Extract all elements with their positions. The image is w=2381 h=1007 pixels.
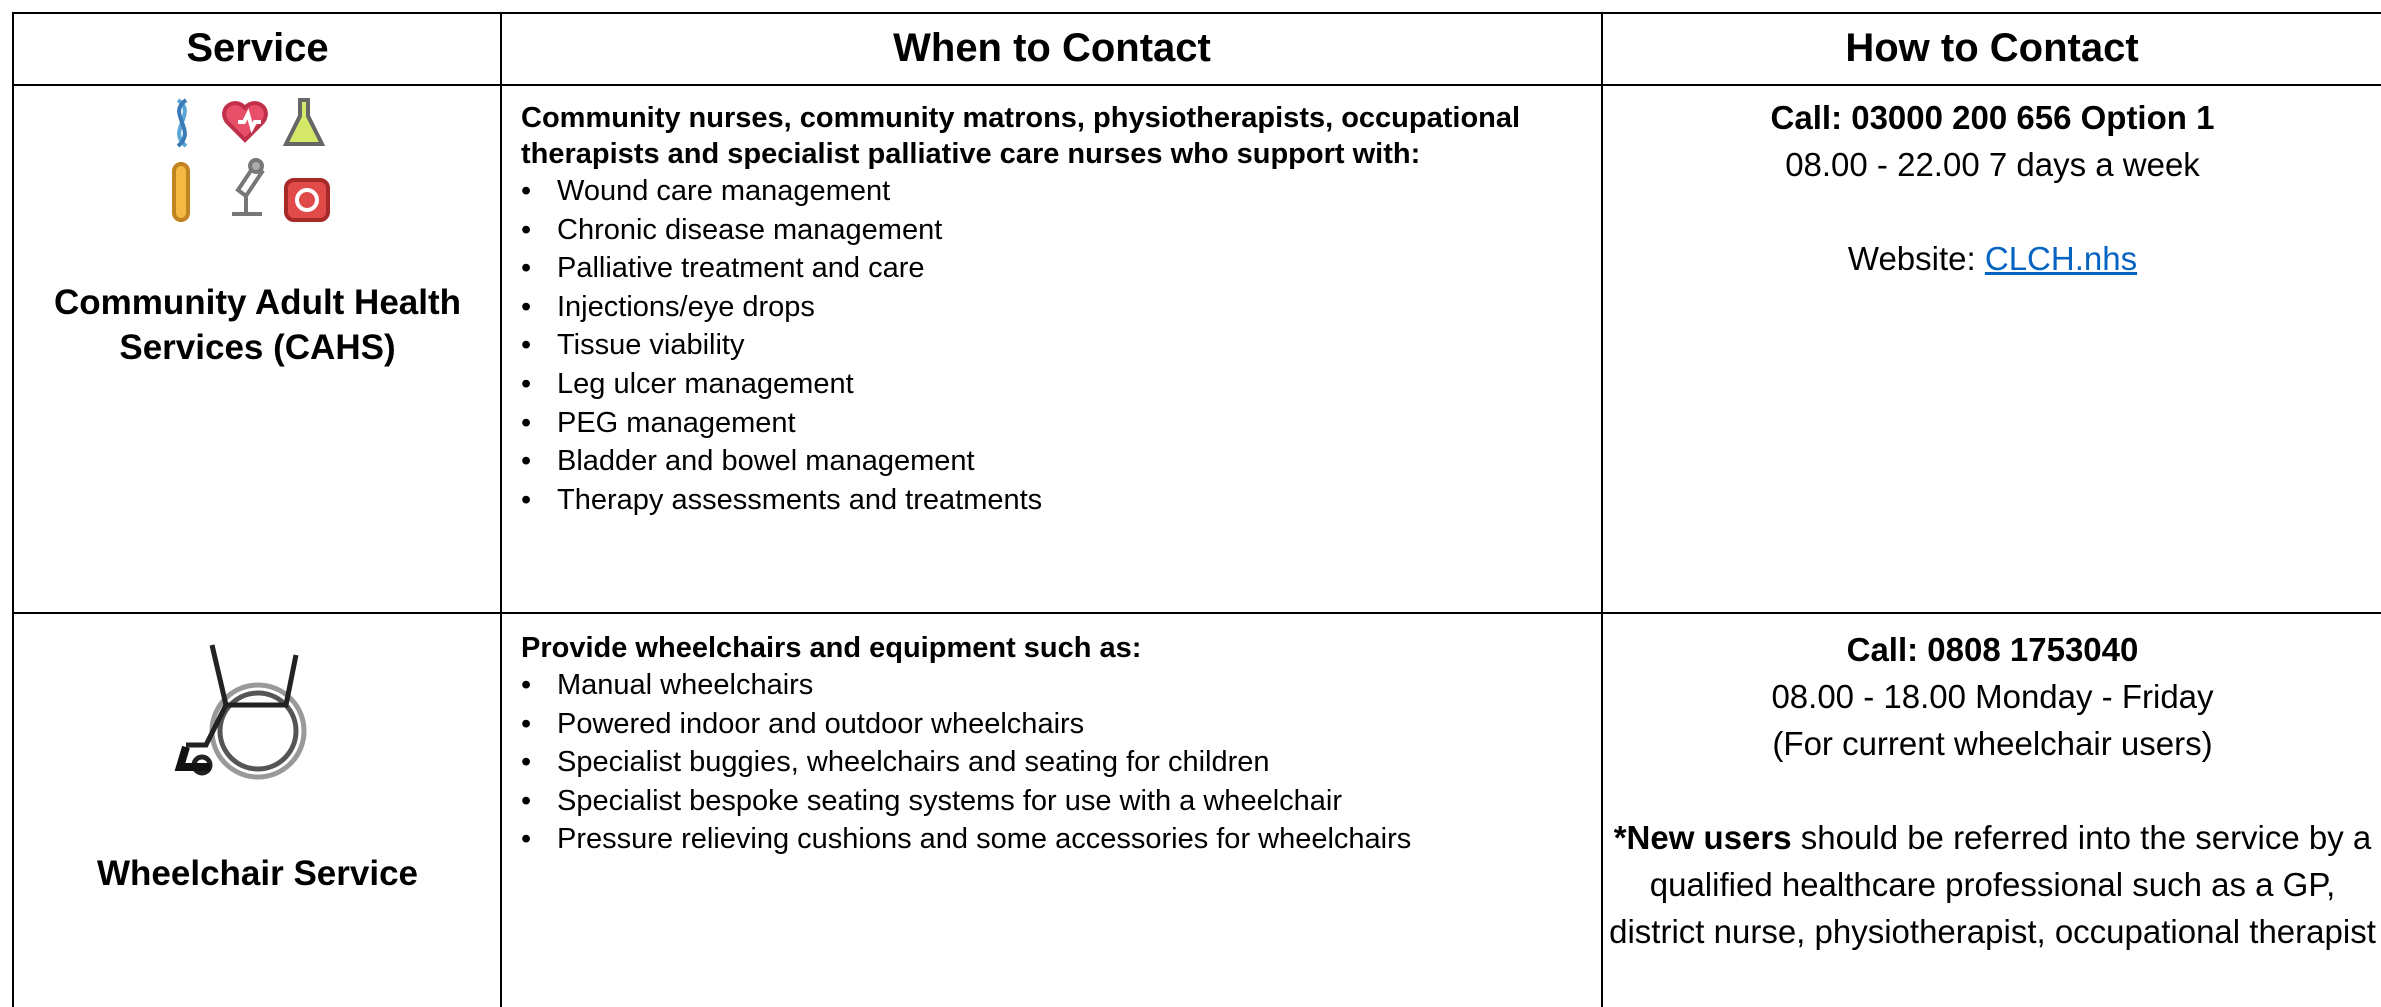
- header-cell: When to Contact: [893, 26, 1211, 70]
- border: [12, 12, 14, 1007]
- website-line: Website: CLCH.nhs: [1604, 235, 2381, 282]
- when-item: Tissue viability: [521, 326, 1591, 365]
- header-cell: How to Contact: [1845, 26, 2139, 70]
- website-link[interactable]: CLCH.nhs: [1984, 240, 2138, 277]
- hours-line: 08.00 - 22.00 7 days a week: [1785, 146, 2200, 183]
- wheelchair-image: [174, 644, 307, 780]
- border: [500, 12, 502, 1007]
- border: [12, 84, 2381, 86]
- when-item: Pressure relieving cushions and some acc…: [521, 820, 1591, 859]
- how-cell: Call: 0808 1753040 08.00 - 18.00 Monday …: [1604, 626, 2381, 955]
- when-item: PEG management: [521, 404, 1591, 443]
- call-line: Call: 0808 1753040: [1846, 631, 2139, 668]
- health-icons: [172, 98, 330, 222]
- when-item: Chronic disease management: [521, 211, 1591, 250]
- header-cell: Service: [186, 26, 329, 70]
- when-item: Palliative treatment and care: [521, 249, 1591, 288]
- when-list: Wound care managementChronic disease man…: [521, 172, 1591, 519]
- when-item: Specialist bespoke seating systems for u…: [521, 782, 1591, 821]
- new-users: *New users should be referred into the s…: [1608, 814, 2377, 955]
- when-item: Injections/eye drops: [521, 288, 1591, 327]
- when-list: Manual wheelchairsPowered indoor and out…: [521, 666, 1591, 859]
- when-item: Therapy assessments and treatments: [521, 481, 1591, 520]
- when-item: Wound care management: [521, 172, 1591, 211]
- when-cell: Provide wheelchairs and equipment such a…: [521, 630, 1591, 859]
- border: [12, 612, 2381, 614]
- new-users-text: should be referred into the service by a…: [1609, 819, 2376, 950]
- when-intro: Community nurses, community matrons, phy…: [521, 102, 1521, 170]
- call-line: Call: 03000 200 656 Option 1: [1770, 99, 2215, 136]
- border: [12, 12, 2381, 14]
- when-intro: Provide wheelchairs and equipment such a…: [521, 632, 1142, 664]
- website-label: Website:: [1847, 240, 1976, 277]
- when-item: Leg ulcer management: [521, 365, 1591, 404]
- note-line: (For current wheelchair users): [1772, 725, 2213, 762]
- new-users-bold: *New users: [1613, 819, 1792, 856]
- when-item: Manual wheelchairs: [521, 666, 1591, 705]
- border: [1601, 12, 1603, 1007]
- how-cell: Call: 03000 200 656 Option 1 08.00 - 22.…: [1604, 94, 2381, 282]
- service-name: Community Adult Health Services (CAHS): [53, 283, 462, 367]
- when-item: Bladder and bowel management: [521, 442, 1591, 481]
- when-item: Specialist buggies, wheelchairs and seat…: [521, 743, 1591, 782]
- hours-line: 08.00 - 18.00 Monday - Friday: [1771, 678, 2214, 715]
- when-cell: Community nurses, community matrons, phy…: [521, 100, 1591, 519]
- when-item: Powered indoor and outdoor wheelchairs: [521, 705, 1591, 744]
- service-name: Wheelchair Service: [97, 854, 418, 893]
